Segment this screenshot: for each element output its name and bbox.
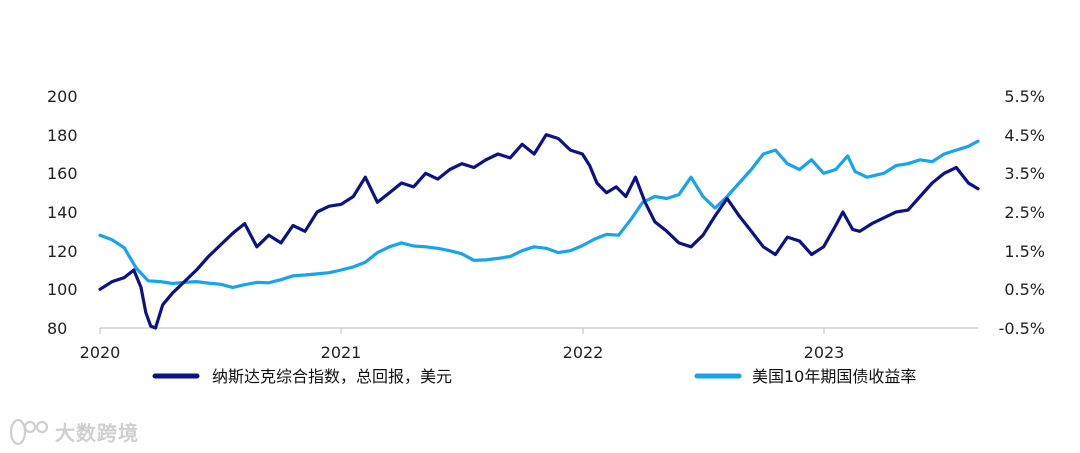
y-left-tick-label: 120 bbox=[47, 242, 78, 261]
y-right-tick-label: 3.5% bbox=[1004, 164, 1045, 183]
watermark: 大数跨境 bbox=[9, 418, 139, 446]
y-left-tick-label: 80 bbox=[47, 319, 67, 338]
watermark-text: 大数跨境 bbox=[55, 421, 139, 445]
y-right-tick-label: 1.5% bbox=[1004, 242, 1045, 261]
x-tick-label-2022: 2022 bbox=[563, 343, 604, 362]
series-line-nasdaq bbox=[98, 133, 980, 330]
y-right-tick-label: 4.5% bbox=[1004, 126, 1045, 145]
legend-label-nasdaq: 纳斯达克综合指数，总回报，美元 bbox=[212, 367, 452, 386]
watermark-logo-icon bbox=[9, 418, 49, 446]
y-left-axis-ticks: 80 100 120 140 160 180 200 bbox=[47, 87, 78, 338]
y-right-tick-label: -0.5% bbox=[999, 319, 1045, 338]
x-axis-ticks: 2020 2021 2022 2023 bbox=[80, 328, 845, 362]
y-right-tick-label: 0.5% bbox=[1004, 280, 1045, 299]
y-right-tick-label: 2.5% bbox=[1004, 203, 1045, 222]
y-right-axis-ticks: -0.5% 0.5% 1.5% 2.5% 3.5% 4.5% 5.5% bbox=[999, 87, 1045, 338]
x-tick-label-2021: 2021 bbox=[321, 343, 362, 362]
x-tick-label-2023: 2023 bbox=[804, 343, 845, 362]
y-left-tick-label: 100 bbox=[47, 280, 78, 299]
y-left-tick-label: 200 bbox=[47, 87, 78, 106]
legend-label-treasury-yield: 美国10年期国债收益率 bbox=[752, 367, 916, 386]
y-left-tick-label: 160 bbox=[47, 164, 78, 183]
y-left-tick-label: 140 bbox=[47, 203, 78, 222]
y-right-tick-label: 5.5% bbox=[1004, 87, 1045, 106]
x-tick-label-2020: 2020 bbox=[80, 343, 121, 362]
y-left-tick-label: 180 bbox=[47, 126, 78, 145]
series-line-treasury-yield bbox=[98, 139, 980, 289]
legend: 纳斯达克综合指数，总回报，美元 美国10年期国债收益率 bbox=[152, 367, 916, 386]
